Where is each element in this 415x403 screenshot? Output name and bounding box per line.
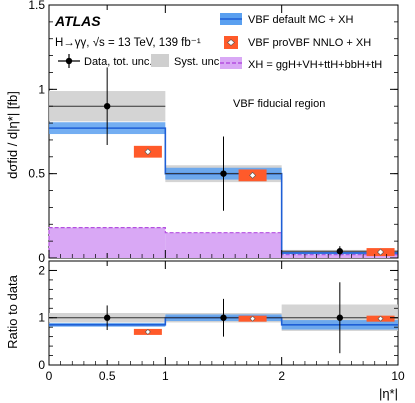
bottom-y-tick-label: 2 (38, 263, 45, 277)
top-y-axis-label: dσfid / d|η*| [fb] (5, 91, 20, 179)
legend: Data, tot. unc. Syst. unc. VBF default M… (58, 13, 382, 71)
ratio-provbf-marker (249, 315, 256, 322)
ratio-data-point (220, 314, 227, 321)
legend-syst-swatch (151, 54, 169, 67)
legend-data-label: Data, tot. unc. (84, 56, 152, 68)
legend-provbf-marker (227, 39, 235, 46)
bottom-y-tick-label: 1 (38, 311, 45, 325)
x-axis-label: |η*| (379, 386, 398, 401)
xh-bar (49, 227, 166, 258)
x-tick-label: 0 (46, 369, 53, 383)
legend-syst-label: Syst. unc. (174, 56, 222, 68)
top-panel (48, 67, 398, 258)
legend-data-marker (65, 57, 73, 65)
top-y-tick-label: 1.5 (28, 0, 45, 12)
bottom-y-axis-label: Ratio to data (5, 274, 20, 348)
process-label: H→γγ, √s = 13 TeV, 139 fb⁻¹ (55, 36, 201, 49)
x-tick-label: 0.5 (99, 369, 116, 383)
data-point (220, 170, 227, 177)
provbf-marker (249, 171, 257, 179)
ratio-data-point (336, 314, 344, 321)
bottom-y-tick-label: 0 (38, 358, 45, 372)
data-point (103, 103, 111, 110)
x-tick-label: 1 (162, 369, 169, 383)
x-tick-label: 2 (278, 369, 285, 383)
x-tick-label: 10 (391, 369, 405, 383)
provbf-marker (377, 248, 384, 256)
legend-xh-label: XH = ggH+VH+ttH+bbH+tH (248, 59, 382, 71)
top-y-tick-label: 1 (38, 82, 45, 96)
experiment-label: ATLAS (54, 13, 101, 29)
legend-xh-swatch (220, 57, 242, 69)
legend-provbf-label: VBF proVBF NNLO + XH (248, 37, 371, 49)
region-label: VBF fiducial region (233, 98, 325, 110)
ratio-panel (49, 282, 398, 354)
xh-bar (165, 232, 282, 258)
ratio-provbf-marker (144, 328, 151, 335)
data-point (336, 248, 344, 255)
top-y-tick-label: 0.5 (28, 167, 45, 181)
ratio-data-point (103, 314, 111, 321)
provbf-marker (144, 148, 152, 156)
legend-vbf-label: VBF default MC + XH (248, 14, 354, 26)
ratio-provbf-marker (377, 315, 384, 322)
top-y-tick-label: 0 (38, 251, 45, 265)
